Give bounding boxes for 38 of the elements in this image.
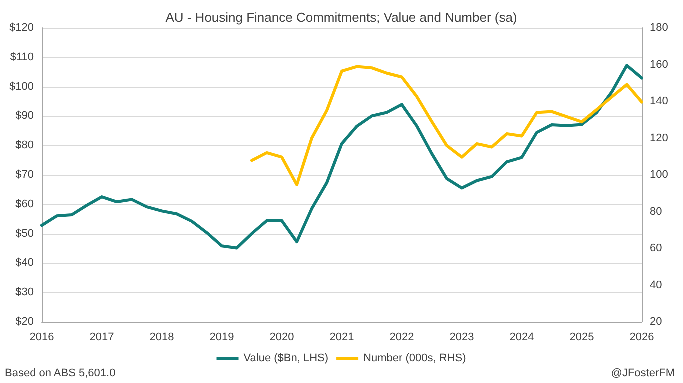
- y2-tick-label: 60: [650, 242, 662, 254]
- y2-tick-label: 100: [650, 169, 668, 181]
- line-series: [40, 64, 644, 250]
- y-tick-label: $30: [16, 286, 34, 299]
- x-tick-label: 2017: [90, 332, 114, 344]
- y-tick-label: $110: [10, 51, 34, 64]
- y-tick-label: $100: [10, 80, 34, 93]
- y2-tick-label: 80: [650, 206, 662, 218]
- x-tick-label: 2023: [450, 332, 474, 344]
- x-tick-label: 2025: [570, 332, 594, 344]
- legend-label: Value ($Bn, LHS): [244, 352, 329, 364]
- y-tick-label: $50: [16, 228, 34, 240]
- y-tick-label: $60: [16, 198, 34, 210]
- y2-tick-label: 180: [650, 22, 668, 34]
- line-series: [250, 65, 644, 186]
- y-tick-label: $70: [16, 169, 34, 181]
- y-tick-label: $120: [10, 22, 34, 34]
- y2-tick-label: 160: [650, 58, 668, 71]
- legend-label: Number (000s, RHS): [364, 352, 466, 364]
- y-tick-label: $90: [16, 110, 34, 122]
- y2-tick-label: 40: [650, 279, 662, 292]
- chart-title: AU - Housing Finance Commitments; Value and Number (sa): [166, 10, 518, 25]
- y-tick-label: $40: [16, 257, 34, 270]
- x-tick-label: 2024: [510, 332, 534, 344]
- x-tick-label: 2021: [330, 332, 354, 344]
- x-tick-label: 2020: [270, 332, 294, 344]
- y2-tick-label: 20: [650, 316, 662, 328]
- y-tick-label: $20: [16, 316, 34, 328]
- x-tick-label: 2016: [30, 332, 54, 344]
- x-tick-label: 2018: [150, 332, 174, 344]
- y2-tick-label: 120: [650, 132, 668, 144]
- y-tick-label: $80: [16, 140, 34, 152]
- x-tick-label: 2026: [630, 332, 654, 344]
- x-tick-label: 2019: [210, 332, 234, 344]
- x-tick-label: 2022: [390, 332, 414, 344]
- text: Based on ABS 5,601.0: [5, 368, 116, 380]
- y2-tick-label: 140: [650, 96, 668, 108]
- text: @JFosterFM: [611, 368, 676, 380]
